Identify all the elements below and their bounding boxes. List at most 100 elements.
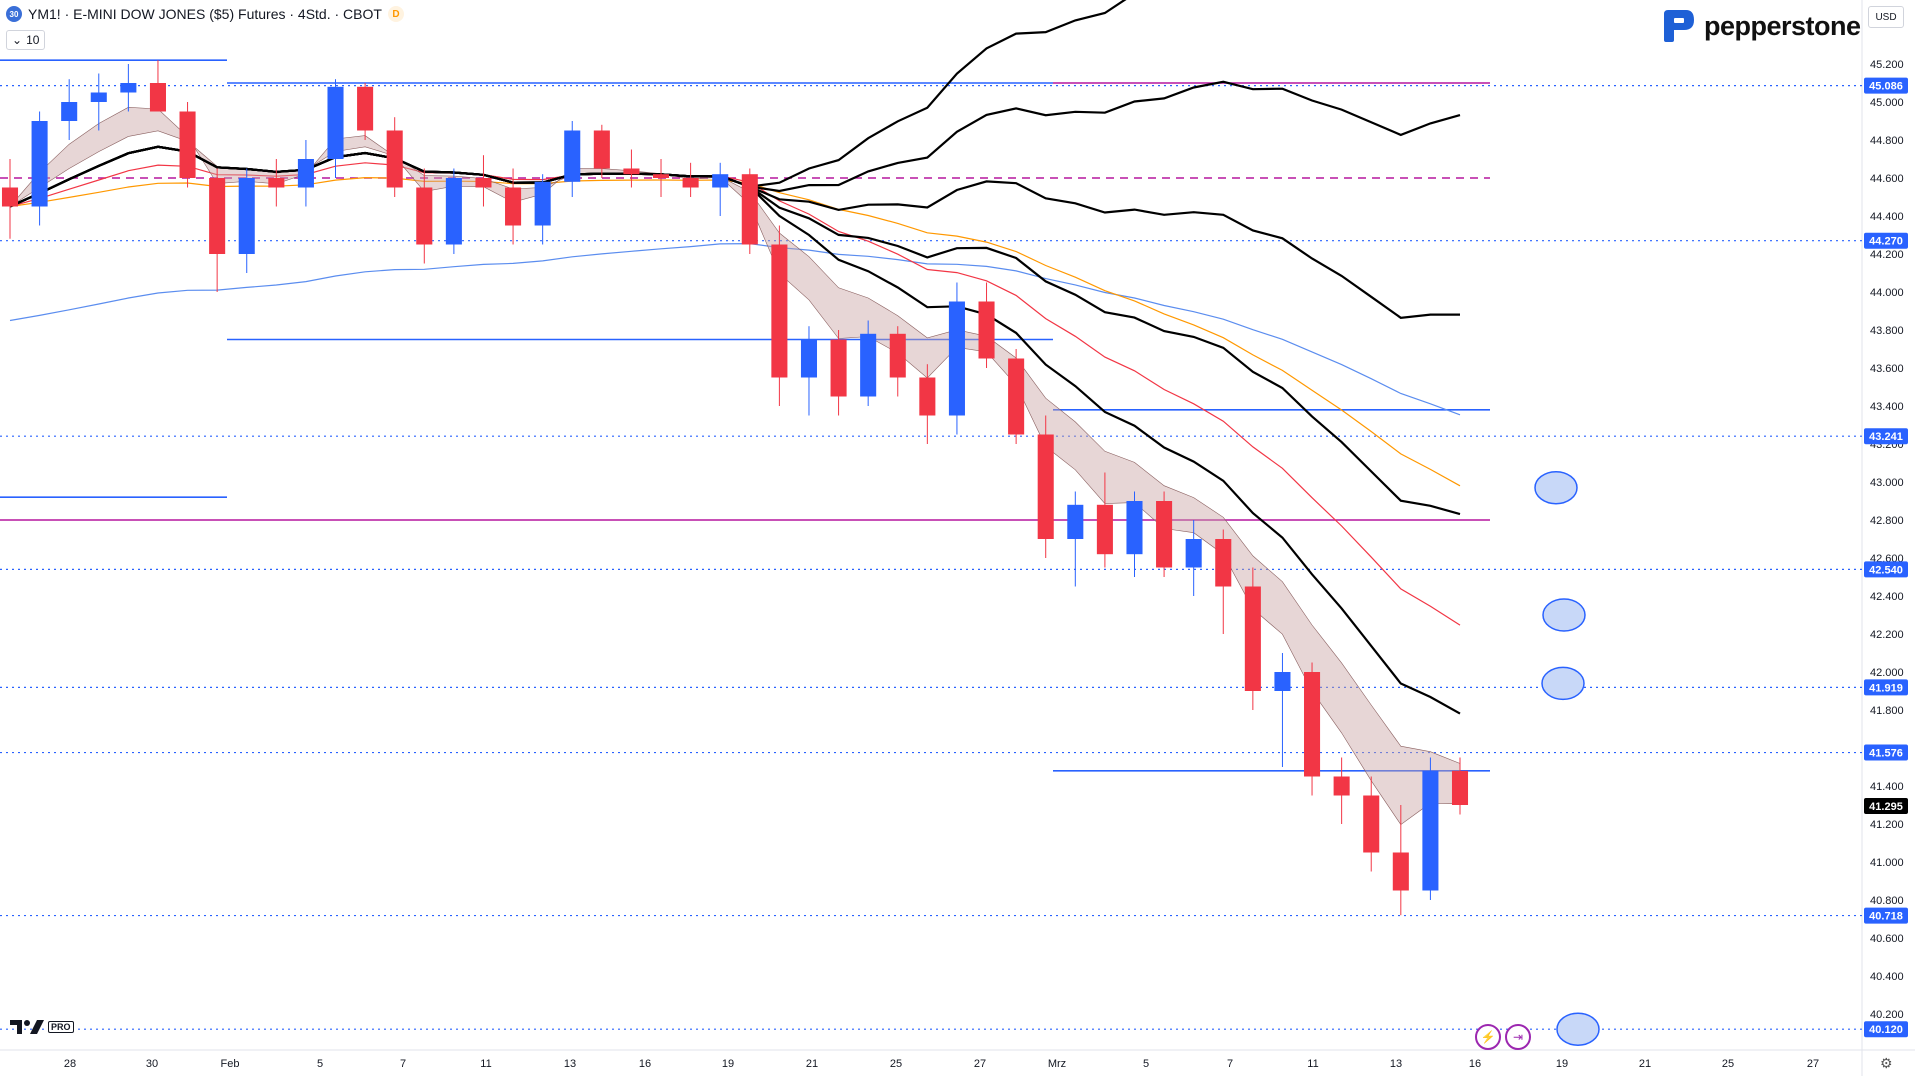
- candle-body: [889, 333, 906, 378]
- x-tick-label: 28: [64, 1058, 76, 1070]
- candle-body: [652, 174, 670, 178]
- price-level-badge-label: 40.718: [1869, 911, 1903, 923]
- candle-body: [1274, 672, 1291, 691]
- volume-value: 10: [26, 33, 40, 47]
- x-tick-label: 5: [317, 1058, 323, 1070]
- target-marker: [1534, 470, 1578, 505]
- candle-body: [238, 178, 255, 254]
- pepperstone-logo-icon: [1664, 10, 1694, 42]
- symbol-badge: 30: [6, 6, 22, 22]
- y-tick-label: 42.200: [1870, 629, 1904, 641]
- candle-body: [623, 168, 640, 175]
- chevron-down-icon: ⌄: [12, 33, 23, 47]
- candle-body: [1096, 504, 1113, 555]
- x-tick-label: 5: [1143, 1058, 1149, 1070]
- candle-body: [948, 301, 965, 416]
- x-tick-label: 16: [1469, 1058, 1481, 1070]
- y-tick-label: 41.000: [1870, 857, 1904, 869]
- price-level-badge: [1864, 679, 1908, 696]
- candle-body: [564, 130, 581, 182]
- tradingview-logo-icon: [10, 1020, 44, 1034]
- x-tick-label: 21: [1639, 1058, 1651, 1070]
- price-level-badge-label: 41.919: [1869, 682, 1903, 694]
- y-tick-label: 40.200: [1870, 1009, 1904, 1021]
- volume-indicator-toggle[interactable]: ⌄ 10: [6, 30, 46, 50]
- x-tick-label: 13: [1390, 1058, 1402, 1070]
- candle-body: [445, 178, 462, 245]
- target-marker: [1542, 598, 1586, 632]
- chart-header: 30 YM1! · E-MINI DOW JONES ($5) Futures …: [6, 4, 404, 24]
- y-tick-label: 45.200: [1870, 59, 1904, 71]
- tradingview-logo[interactable]: PRO: [10, 1020, 74, 1034]
- candle-body: [61, 102, 78, 121]
- candle-body: [475, 178, 492, 188]
- y-tick-label: 44.800: [1870, 135, 1904, 147]
- price-level-badge: [1864, 1021, 1908, 1038]
- candle-body: [1363, 795, 1380, 853]
- candle-body: [120, 83, 137, 93]
- candle-body: [386, 130, 403, 188]
- candle-body: [1392, 852, 1409, 891]
- price-level-badge: [1864, 428, 1908, 445]
- price-level-badge-label: 45.086: [1869, 81, 1903, 93]
- y-tick-label: 44.000: [1870, 287, 1904, 299]
- envelope-line: [9, 145, 1461, 715]
- y-tick-label: 44.200: [1870, 249, 1904, 261]
- candle-body: [800, 339, 818, 378]
- y-tick-label: 43.000: [1870, 477, 1904, 489]
- candle-body: [149, 83, 166, 112]
- forward-icon[interactable]: ⇥: [1505, 1024, 1531, 1050]
- candle-body: [1215, 539, 1232, 587]
- y-tick-label: 43.600: [1870, 363, 1904, 375]
- y-tick-label: 44.400: [1870, 211, 1904, 223]
- x-tick-label: 7: [1227, 1058, 1233, 1070]
- brand-logo: pepperstone: [1660, 8, 1861, 44]
- ema-cloud: [9, 106, 1461, 826]
- market-status-badge: D: [387, 6, 404, 22]
- x-tick-label: 27: [974, 1058, 986, 1070]
- candle-body: [534, 181, 551, 226]
- candle-body: [268, 178, 285, 188]
- price-level-badge-label: 42.540: [1869, 564, 1903, 576]
- price-level-badge: [1864, 744, 1908, 761]
- price-level-badge-label: 41.576: [1869, 748, 1903, 760]
- candle-body: [830, 339, 847, 397]
- candle-body: [1333, 776, 1350, 796]
- x-tick-label: 25: [1722, 1058, 1734, 1070]
- candle-body: [179, 111, 196, 178]
- candle-body: [1008, 358, 1025, 435]
- price-level-badge: [1864, 232, 1908, 249]
- price-level-badge-label: 44.270: [1869, 236, 1903, 248]
- y-tick-label: 43.400: [1870, 401, 1904, 413]
- ema-blue-line: [9, 242, 1461, 416]
- y-tick-label: 43.800: [1870, 325, 1904, 337]
- candle-body: [209, 178, 226, 254]
- candle-body: [593, 130, 610, 169]
- chart-title[interactable]: YM1! · E-MINI DOW JONES ($5) Futures · 4…: [28, 6, 382, 22]
- x-tick-label: 7: [400, 1058, 406, 1070]
- x-tick-label: 25: [890, 1058, 902, 1070]
- flash-icon[interactable]: ⚡: [1475, 1024, 1501, 1050]
- candle-body: [357, 86, 374, 131]
- x-tick-label: 11: [480, 1058, 491, 1070]
- price-level-badge: [1864, 561, 1908, 578]
- envelope-line: [9, 145, 1461, 516]
- y-tick-label: 40.800: [1870, 895, 1904, 907]
- candle-body: [90, 92, 107, 102]
- x-tick-label: 19: [1556, 1058, 1568, 1070]
- settings-gear-icon[interactable]: ⚙: [1880, 1055, 1893, 1071]
- candle-body: [712, 174, 729, 188]
- candle-body: [1, 187, 19, 207]
- brand-name: pepperstone: [1704, 10, 1861, 41]
- currency-selector[interactable]: USD: [1868, 6, 1904, 28]
- y-tick-label: 42.000: [1870, 667, 1904, 679]
- candle-body: [741, 174, 758, 245]
- current-price-badge: [1864, 797, 1908, 814]
- candle-body: [416, 187, 433, 245]
- x-tick-label: 19: [722, 1058, 734, 1070]
- candle-body: [31, 121, 48, 207]
- candle-body: [978, 301, 995, 359]
- y-tick-label: 40.400: [1870, 971, 1904, 983]
- candle-body: [1037, 434, 1054, 539]
